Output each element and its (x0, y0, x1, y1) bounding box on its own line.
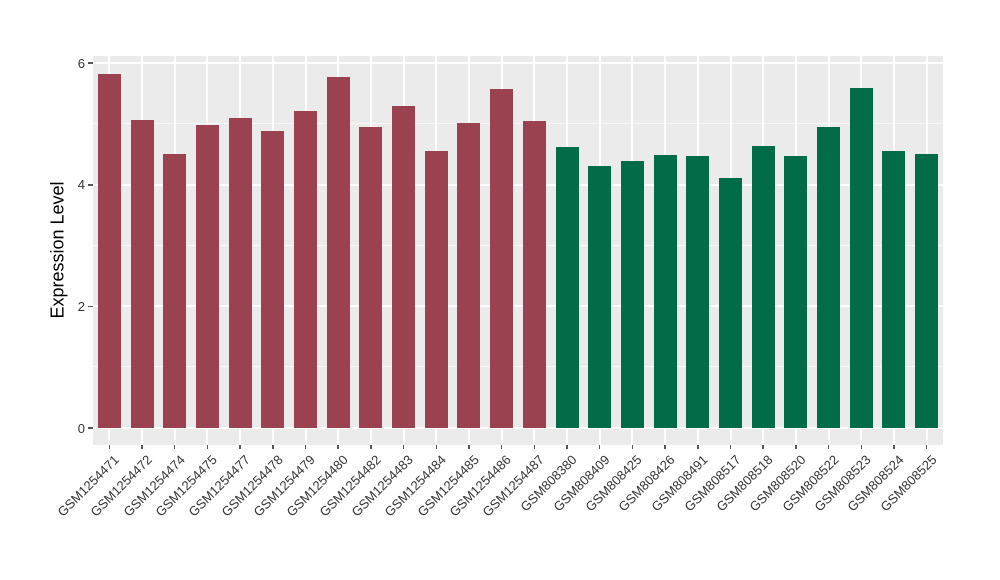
y-tick (88, 62, 93, 64)
y-tick-label: 2 (77, 298, 85, 314)
x-tick (337, 445, 339, 449)
x-tick (925, 445, 928, 449)
bar (849, 87, 873, 428)
bar (882, 150, 906, 428)
major-gridline (93, 427, 943, 429)
minor-gridline (93, 244, 943, 246)
x-tick (664, 445, 666, 449)
y-tick-label: 4 (77, 177, 85, 193)
bar (653, 155, 677, 428)
x-tick (304, 445, 307, 449)
bar (261, 131, 285, 428)
y-tick (88, 184, 93, 186)
bar (457, 123, 481, 428)
bar (392, 105, 416, 428)
x-tick (827, 445, 830, 449)
bar (130, 120, 154, 428)
x-tick (795, 445, 797, 449)
major-gridline (93, 183, 943, 186)
bar (326, 76, 350, 428)
bar (784, 155, 808, 428)
bar (751, 145, 775, 428)
x-tick (108, 445, 111, 449)
bar (359, 127, 383, 428)
y-tick (88, 305, 93, 308)
plot-panel (93, 56, 943, 445)
x-tick (239, 445, 241, 449)
x-tick (402, 445, 405, 449)
y-tick-label: 6 (77, 55, 85, 71)
bar (588, 165, 612, 428)
x-tick (533, 445, 536, 449)
x-tick (729, 445, 732, 449)
x-tick (500, 445, 503, 449)
x-tick (173, 445, 176, 449)
minor-gridline (93, 123, 943, 124)
y-tick (88, 427, 93, 429)
x-tick (435, 445, 438, 449)
major-gridline (93, 62, 943, 65)
bar (817, 127, 841, 428)
bar (620, 161, 644, 428)
bar (719, 177, 742, 428)
bar (915, 154, 939, 428)
bar (195, 125, 219, 428)
minor-gridline (93, 366, 943, 368)
x-tick (631, 445, 634, 449)
major-gridline (93, 305, 943, 308)
bar (228, 117, 252, 428)
x-tick (762, 445, 764, 449)
bar (294, 110, 317, 428)
x-tick (860, 445, 863, 449)
y-axis-title: Expression Level (47, 181, 68, 319)
x-tick (893, 445, 895, 449)
bar (424, 150, 448, 428)
x-tick (206, 445, 209, 449)
x-tick (370, 445, 372, 449)
bar (555, 147, 579, 428)
bar (490, 89, 514, 428)
y-tick-label: 0 (77, 420, 85, 436)
x-tick (141, 445, 143, 449)
x-tick (272, 445, 274, 449)
x-tick (598, 445, 601, 449)
bar (97, 74, 121, 428)
bar (163, 154, 187, 428)
bar (522, 120, 546, 428)
x-tick (566, 445, 568, 449)
bar (686, 156, 710, 428)
x-tick (468, 445, 470, 449)
x-tick (697, 445, 699, 449)
